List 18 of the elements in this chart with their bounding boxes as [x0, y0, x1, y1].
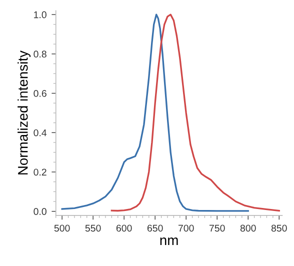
x-tick-label: 600 — [116, 224, 132, 232]
y-axis-title: Normalized intensity — [18, 50, 31, 174]
x-tick-label: 550 — [85, 224, 101, 232]
y-tick-label: 0.4 — [34, 129, 47, 136]
line-series — [110, 14, 280, 212]
x-tick-label: 500 — [54, 224, 70, 232]
x-tick-label: 800 — [240, 224, 256, 232]
y-tick-label: 0.6 — [34, 90, 46, 97]
y-tick-label: 1.0 — [34, 11, 46, 18]
x-axis-title: nm — [160, 238, 178, 246]
x-tick-label: 850 — [271, 224, 287, 232]
y-tick-label: 0.2 — [34, 168, 46, 176]
x-tick-label: 750 — [210, 224, 225, 232]
line-series — [61, 14, 249, 212]
y-tick-label: 0.0 — [34, 208, 46, 215]
x-tick-label: 650 — [147, 224, 163, 232]
y-tick-label: 0.8 — [34, 50, 46, 58]
x-tick-label: 700 — [178, 224, 194, 232]
